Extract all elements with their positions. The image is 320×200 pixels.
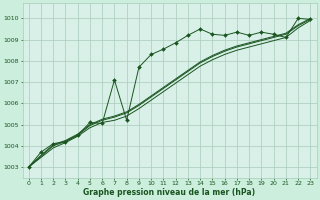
X-axis label: Graphe pression niveau de la mer (hPa): Graphe pression niveau de la mer (hPa) [84,188,256,197]
